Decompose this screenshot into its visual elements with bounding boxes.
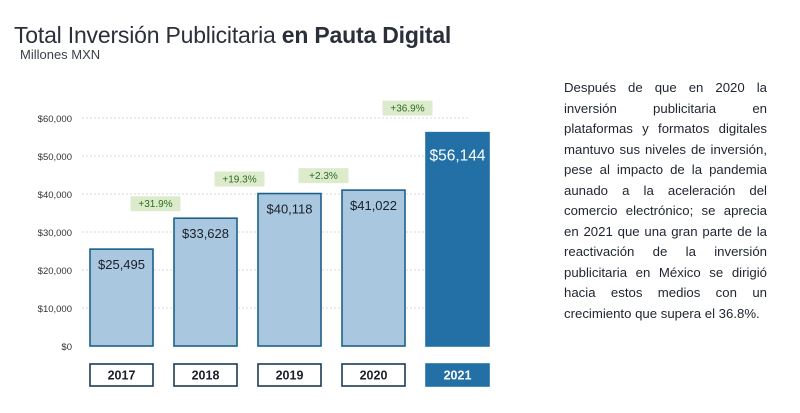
- bar: [173, 217, 238, 347]
- bar-value-label: $56,144: [429, 148, 485, 165]
- chart-subtitle: Millones MXN: [20, 47, 101, 62]
- y-tick-label: $50,000: [38, 152, 72, 163]
- year-label: 2020: [360, 369, 388, 383]
- y-tick-label: $60,000: [38, 114, 72, 125]
- bar-value-label: $33,628: [182, 226, 229, 241]
- year-label: 2018: [192, 369, 220, 383]
- chart-title-bold: en Pauta Digital: [281, 22, 452, 48]
- chart-title-light: Total Inversión Publicitaria: [14, 22, 282, 48]
- growth-label: +19.3%: [222, 175, 256, 186]
- bar-chart: $0 $10,000 $20,000 $30,000 $40,000 $50,000 $60…: [38, 100, 490, 387]
- growth-badge: [298, 168, 349, 184]
- year-box: [341, 363, 406, 387]
- y-tick-label: $20,000: [38, 266, 72, 277]
- y-tick-label: $0: [61, 342, 72, 353]
- growth-badge: [130, 196, 181, 212]
- description-text: Después de que en 2020 la inversión publ…: [564, 80, 767, 321]
- bar: [257, 192, 322, 347]
- year-label: 2017: [108, 369, 136, 383]
- y-tick-label: $30,000: [38, 228, 72, 239]
- bar: [89, 248, 154, 347]
- bar-value-label: $41,022: [350, 198, 397, 213]
- y-tick-label: $10,000: [38, 304, 72, 315]
- bar-value-label: $40,118: [266, 202, 312, 217]
- bar: [425, 131, 490, 347]
- growth-label: +36.9%: [390, 104, 424, 115]
- y-tick-label: $40,000: [38, 190, 72, 201]
- year-box: [89, 363, 154, 387]
- bar: [341, 189, 406, 347]
- bar-value-label: $25,495: [98, 257, 145, 272]
- growth-label: +2.3%: [309, 171, 338, 182]
- growth-badge: [214, 171, 265, 187]
- year-box: [257, 363, 322, 387]
- growth-badge: [382, 100, 433, 116]
- year-box: [173, 363, 238, 387]
- year-label: 2019: [276, 369, 304, 383]
- chart-title: Total Inversión Publicitaria en Pauta Di…: [14, 22, 451, 49]
- year-box: [425, 363, 490, 387]
- growth-label: +31.9%: [138, 199, 172, 210]
- year-label: 2021: [444, 369, 472, 383]
